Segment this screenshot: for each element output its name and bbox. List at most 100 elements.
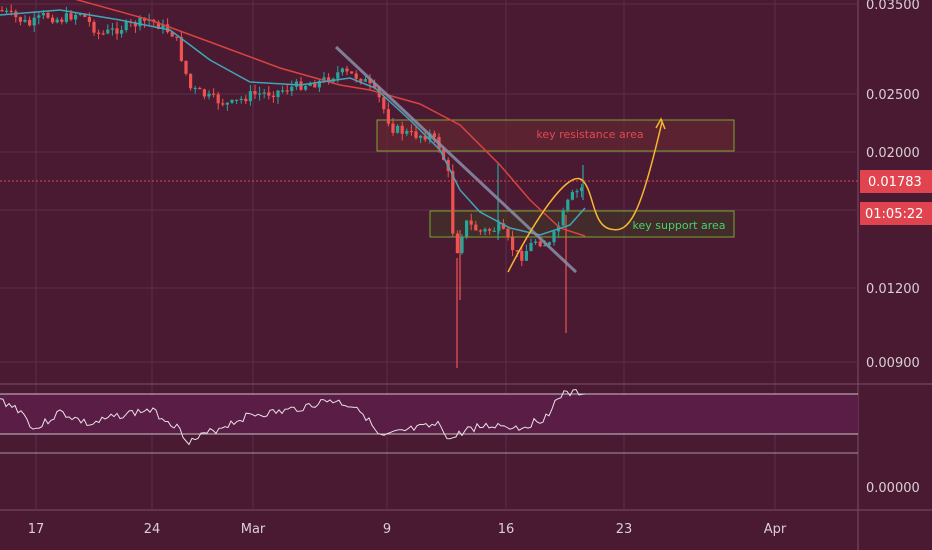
candle[interactable] [207,93,211,97]
candle[interactable] [216,94,220,104]
candle[interactable] [271,95,275,98]
candle[interactable] [225,102,229,105]
candle[interactable] [524,251,528,261]
candle[interactable] [156,21,160,30]
candle[interactable] [74,14,78,20]
candle[interactable] [575,191,579,193]
moving-average-slow[interactable] [60,0,586,237]
candle[interactable] [258,93,262,95]
candle[interactable] [534,241,538,243]
candle[interactable] [442,149,446,160]
candle[interactable] [474,224,478,231]
candle[interactable] [198,87,202,90]
candle[interactable] [488,229,492,231]
candle[interactable] [69,13,73,20]
candle[interactable] [396,125,400,133]
candle[interactable] [538,241,542,247]
candle[interactable] [161,24,165,30]
candle[interactable] [133,22,137,27]
candle[interactable] [506,228,510,238]
candle[interactable] [451,170,455,234]
candle[interactable] [313,83,317,88]
candle[interactable] [267,92,271,96]
candle[interactable] [455,233,459,253]
candle[interactable] [166,24,170,33]
candle[interactable] [327,77,331,82]
candle[interactable] [221,103,225,105]
candle[interactable] [336,72,340,79]
candle[interactable] [432,133,436,137]
candle[interactable] [340,68,344,73]
candle[interactable] [529,242,533,252]
candle[interactable] [51,17,55,23]
candle[interactable] [189,73,193,89]
candle[interactable] [363,79,367,82]
candle[interactable] [483,229,487,232]
candle[interactable] [368,79,372,84]
candle[interactable] [552,231,556,243]
candle[interactable] [106,29,110,34]
candle[interactable] [83,13,87,18]
moving-average-fast[interactable] [0,9,586,236]
candle[interactable] [138,17,142,27]
candle[interactable] [28,19,32,26]
candle[interactable] [299,81,303,90]
candle[interactable] [202,89,206,97]
candle[interactable] [248,91,252,102]
candle[interactable] [120,30,124,34]
candle[interactable] [37,15,41,18]
candle[interactable] [460,236,464,253]
candle[interactable] [253,91,257,95]
candle[interactable] [391,123,395,133]
candle[interactable] [322,77,326,81]
candle[interactable] [501,223,505,229]
candle[interactable] [235,99,239,101]
candle[interactable] [41,12,45,16]
candle[interactable] [570,192,574,200]
candle[interactable] [497,223,501,231]
candle[interactable] [0,10,4,12]
candle[interactable] [92,21,96,33]
candle[interactable] [193,87,197,90]
candle[interactable] [492,230,496,232]
candle[interactable] [212,93,216,95]
candle[interactable] [580,187,584,192]
candle[interactable] [285,90,289,92]
candle[interactable] [179,37,183,61]
candle[interactable] [101,33,105,35]
descending-trendline[interactable] [334,45,578,274]
candle[interactable] [276,90,280,98]
oscillator-line[interactable] [0,388,586,446]
candle[interactable] [281,90,285,92]
candle[interactable] [262,92,266,94]
candle[interactable] [373,83,377,88]
candle[interactable] [414,131,418,138]
candle[interactable] [239,98,243,100]
candle[interactable] [143,17,147,21]
candle[interactable] [60,19,64,23]
candle[interactable] [350,71,354,74]
candle[interactable] [465,220,469,237]
candle[interactable] [78,13,82,15]
candle[interactable] [18,17,22,22]
candle[interactable] [419,135,423,138]
candle[interactable] [110,28,114,30]
candle[interactable] [566,199,570,211]
candle[interactable] [115,28,119,34]
candle[interactable] [409,130,413,133]
candle[interactable] [520,251,524,261]
candle[interactable] [359,78,363,82]
candle[interactable] [87,17,91,22]
candle[interactable] [561,210,565,226]
candle[interactable] [97,32,101,34]
candle[interactable] [290,86,294,92]
candle[interactable] [64,13,68,23]
candle[interactable] [23,19,27,22]
projection-path[interactable] [507,121,663,273]
candle[interactable] [405,130,409,134]
candle[interactable] [345,68,349,72]
candle[interactable] [469,220,473,225]
candle[interactable] [382,97,386,110]
candle[interactable] [32,17,36,26]
